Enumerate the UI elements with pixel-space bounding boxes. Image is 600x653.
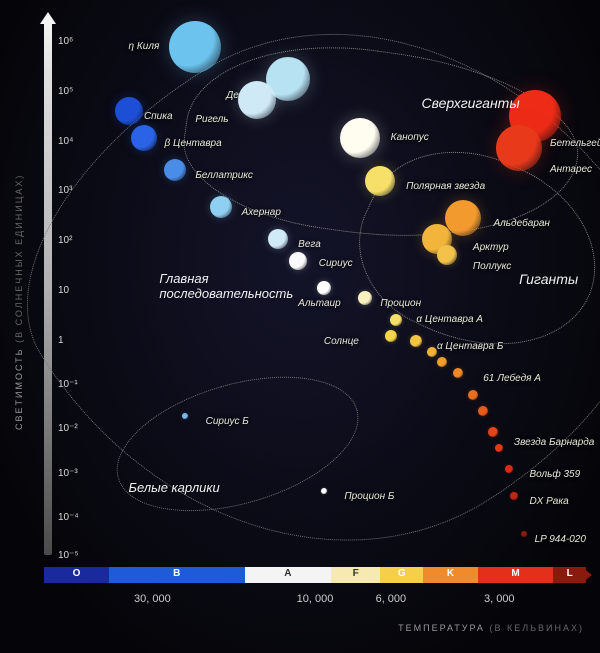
y-tick: 10⁶ bbox=[58, 36, 73, 47]
plot-area: η КиляДенебРигельСпикаβ ЦентавраКанопусБ… bbox=[72, 20, 586, 555]
star-marker bbox=[317, 281, 331, 295]
spectral-letter: O bbox=[73, 568, 81, 579]
star-marker bbox=[358, 291, 372, 305]
spectral-letter: L bbox=[567, 568, 573, 579]
spectral-letter: A bbox=[284, 568, 291, 579]
star-label: LP 944-020 bbox=[535, 534, 586, 545]
star-marker bbox=[445, 200, 481, 236]
x-tick: 6, 000 bbox=[376, 593, 407, 605]
spectral-letter: B bbox=[173, 568, 180, 579]
star-marker bbox=[521, 531, 527, 537]
star-marker bbox=[410, 335, 422, 347]
spectral-letter: G bbox=[398, 568, 406, 579]
star-marker bbox=[427, 347, 437, 357]
star-marker bbox=[495, 444, 503, 452]
star-marker bbox=[321, 488, 327, 494]
star-marker bbox=[210, 196, 232, 218]
y-axis-label: СВЕТИМОСТЬ (В СОЛНЕЧНЫХ ЕДИНИЦАХ) bbox=[14, 174, 24, 430]
x-tick: 10, 000 bbox=[297, 593, 334, 605]
x-axis-arrow bbox=[582, 567, 592, 583]
star-label: Вольф 359 bbox=[529, 469, 580, 480]
x-axis-label: ТЕМПЕРАТУРА (В КЕЛЬВИНАХ) bbox=[398, 623, 584, 633]
star-marker bbox=[340, 118, 380, 158]
star-label: η Киля bbox=[129, 41, 160, 52]
spectral-letter: F bbox=[353, 568, 359, 579]
star-marker bbox=[115, 97, 143, 125]
star-marker bbox=[289, 252, 307, 270]
star-marker bbox=[169, 21, 221, 73]
star-marker bbox=[437, 357, 447, 367]
star-label: DX Рака bbox=[529, 496, 568, 507]
spectral-letter: K bbox=[447, 568, 454, 579]
region-label-main-sequence: Главнаяпоследовательность bbox=[159, 271, 293, 301]
star-marker bbox=[505, 465, 513, 473]
region-label-supergiants: Сверхгиганты bbox=[422, 95, 520, 111]
x-tick: 30, 000 bbox=[134, 593, 171, 605]
star-marker bbox=[437, 245, 457, 265]
star-marker bbox=[488, 427, 498, 437]
region-label-white-dwarfs: Белые карлики bbox=[129, 480, 220, 495]
star-marker bbox=[182, 413, 188, 419]
star-marker bbox=[453, 368, 463, 378]
y-tick: 10⁵ bbox=[58, 86, 73, 97]
star-marker bbox=[390, 314, 402, 326]
star-marker bbox=[468, 390, 478, 400]
star-marker bbox=[164, 159, 186, 181]
spectral-letter: M bbox=[511, 568, 519, 579]
region-label-giants: Гиганты bbox=[519, 271, 578, 287]
star-marker bbox=[510, 492, 518, 500]
x-axis-spectral-bar: OBAFGKML bbox=[44, 567, 586, 583]
star-marker bbox=[131, 125, 157, 151]
star-marker bbox=[365, 166, 395, 196]
star-marker bbox=[385, 330, 397, 342]
star-marker bbox=[268, 229, 288, 249]
star-marker bbox=[238, 81, 276, 119]
star-marker bbox=[496, 125, 542, 171]
star-marker bbox=[478, 406, 488, 416]
x-tick: 3, 000 bbox=[484, 593, 515, 605]
